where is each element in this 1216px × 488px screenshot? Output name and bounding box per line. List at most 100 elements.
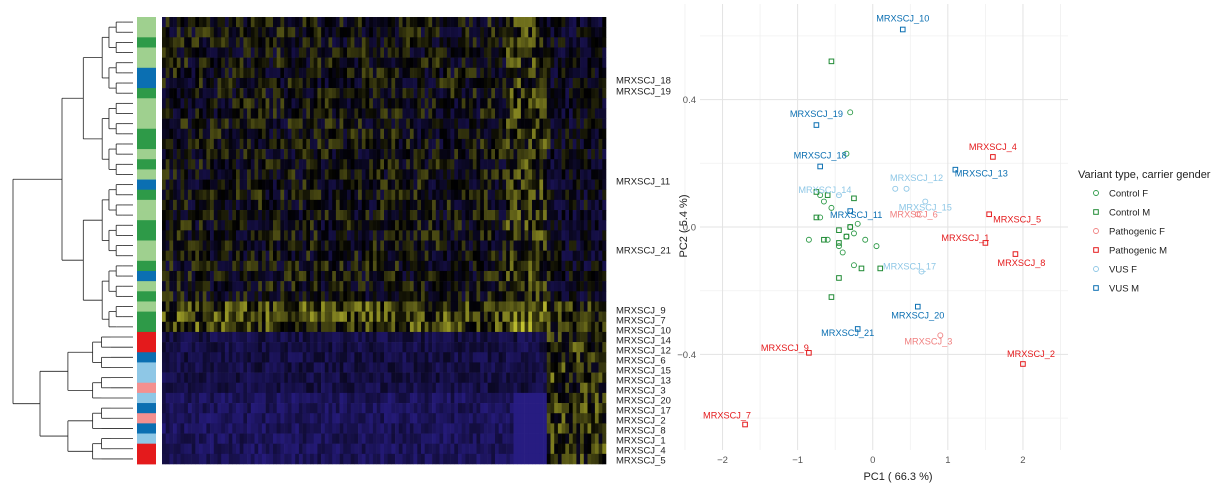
heatmap-cell [243, 240, 248, 251]
heatmap-cell [598, 403, 603, 414]
heatmap-cell [520, 67, 525, 79]
heatmap-cell [273, 291, 277, 302]
heatmap-cell [406, 270, 411, 282]
heatmap-cell [520, 189, 525, 201]
heatmap-cell [332, 88, 337, 99]
heatmap-cell [461, 17, 466, 28]
heatmap-cell [217, 169, 222, 180]
heatmap-cell [461, 301, 466, 312]
heatmap-cell [517, 260, 522, 272]
heatmap-cell [439, 413, 444, 424]
heatmap-cell [291, 179, 296, 191]
heatmap-cell [421, 77, 425, 89]
heatmap-cell [324, 382, 329, 394]
heatmap-cell [461, 47, 466, 58]
heatmap-cell [213, 118, 218, 130]
heatmap-cell [535, 37, 540, 48]
heatmap-cell [409, 159, 414, 170]
heatmap-cell [243, 138, 248, 150]
heatmap-cell [228, 67, 233, 79]
heatmap-cell [417, 301, 422, 312]
heatmap-cell [224, 108, 229, 119]
heatmap-cell [532, 372, 536, 384]
heatmap-cell [421, 362, 425, 373]
heatmap-cell [173, 159, 178, 170]
heatmap-cell [402, 88, 407, 99]
heatmap-cell [546, 128, 551, 140]
heatmap-cell [195, 57, 200, 69]
heatmap-cell [461, 321, 466, 333]
heatmap-cell [335, 77, 340, 89]
sidebar-cell [137, 331, 156, 343]
heatmap-cell [298, 57, 303, 69]
heatmap-cell [528, 37, 533, 48]
heatmap-cell [162, 352, 166, 363]
heatmap-cell [461, 27, 466, 38]
heatmap-cell [365, 220, 370, 231]
heatmap-cell [213, 311, 218, 323]
heatmap-cell [313, 281, 318, 292]
heatmap-cell [543, 17, 548, 28]
heatmap-cell [180, 392, 185, 404]
heatmap-cell [535, 189, 540, 201]
heatmap-cell [384, 118, 388, 130]
heatmap-cell [387, 159, 392, 170]
heatmap-cell [498, 240, 503, 251]
heatmap-cell [287, 169, 292, 180]
heatmap-cell [313, 27, 318, 38]
heatmap-cell [384, 159, 388, 170]
heatmap-cell [565, 230, 570, 241]
heatmap-cell [476, 47, 481, 58]
heatmap-cell [169, 372, 174, 384]
heatmap-cell [195, 281, 200, 292]
heatmap-cell [165, 382, 170, 394]
heatmap-cell [557, 118, 562, 130]
heatmap-cell [195, 301, 200, 312]
heatmap-cell [495, 382, 499, 394]
heatmap-cell [594, 270, 599, 282]
heatmap-cell [576, 98, 581, 109]
heatmap-cell [435, 17, 440, 28]
heatmap-cell [450, 270, 455, 282]
heatmap-cell [502, 372, 507, 384]
heatmap-cell [387, 240, 392, 251]
heatmap-cell [384, 169, 388, 180]
heatmap-cell [162, 77, 166, 89]
heatmap-cell [250, 281, 255, 292]
heatmap-cell [313, 352, 318, 363]
heatmap-cell [391, 240, 396, 251]
heatmap-cell [480, 118, 485, 130]
heatmap-cell [258, 321, 263, 333]
heatmap-cell [565, 199, 570, 211]
sidebar-cell [137, 108, 156, 119]
heatmap-cell [369, 169, 374, 180]
heatmap-cell [169, 57, 174, 69]
heatmap-cell [261, 108, 266, 119]
heatmap-cell [580, 179, 585, 191]
heatmap-cell [506, 210, 511, 221]
heatmap-cell [384, 210, 388, 221]
heatmap-cell [594, 403, 599, 414]
sidebar-cell [137, 159, 156, 170]
heatmap-cell [569, 392, 573, 404]
heatmap-cell [284, 250, 289, 262]
heatmap-cell [502, 57, 507, 69]
heatmap-cell [576, 220, 581, 231]
heatmap-cell [339, 77, 344, 89]
heatmap-cell [365, 47, 370, 58]
heatmap-cell [365, 382, 370, 394]
heatmap-cell [361, 240, 366, 251]
heatmap-cell [276, 281, 281, 292]
heatmap-cell [243, 199, 248, 211]
heatmap-cell [417, 403, 422, 414]
heatmap-cell [480, 169, 485, 180]
heatmap-cell [550, 138, 555, 150]
heatmap-cell [284, 118, 289, 130]
heatmap-cell [261, 372, 266, 384]
heatmap-cell [369, 159, 374, 170]
heatmap-cell [598, 270, 603, 282]
heatmap-cell [247, 159, 252, 170]
sidebar-cell [137, 433, 156, 445]
heatmap-cell [446, 230, 451, 241]
heatmap-cell [258, 331, 263, 343]
